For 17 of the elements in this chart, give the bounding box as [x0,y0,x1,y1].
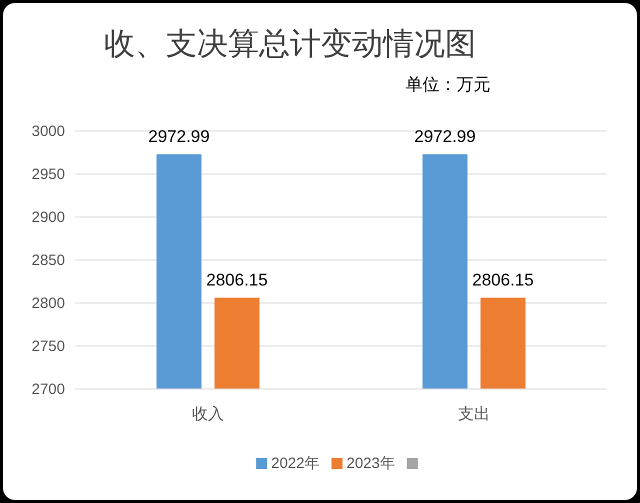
y-tick-label: 2950 [32,166,65,183]
y-tick-label: 3000 [32,123,65,140]
x-tick-label: 支出 [458,405,490,423]
y-tick-label: 2750 [32,338,65,355]
chart-subtitle: 单位：万元 [406,75,490,94]
y-tick-label: 2900 [32,209,65,226]
y-tick-label: 2800 [32,295,65,312]
data-label: 2972.99 [148,127,210,146]
chart-title: 收、支决算总计变动情况图 [104,26,476,61]
data-label: 2806.15 [206,270,268,290]
y-tick-label: 2850 [32,252,65,269]
x-tick-label: 收入 [192,405,224,423]
legend-label: 2022年 [271,455,320,472]
data-label: 2806.15 [472,270,534,290]
y-tick-label: 2700 [32,381,65,398]
legend-label: 2023年 [346,455,395,472]
data-label: 2972.99 [414,127,476,146]
